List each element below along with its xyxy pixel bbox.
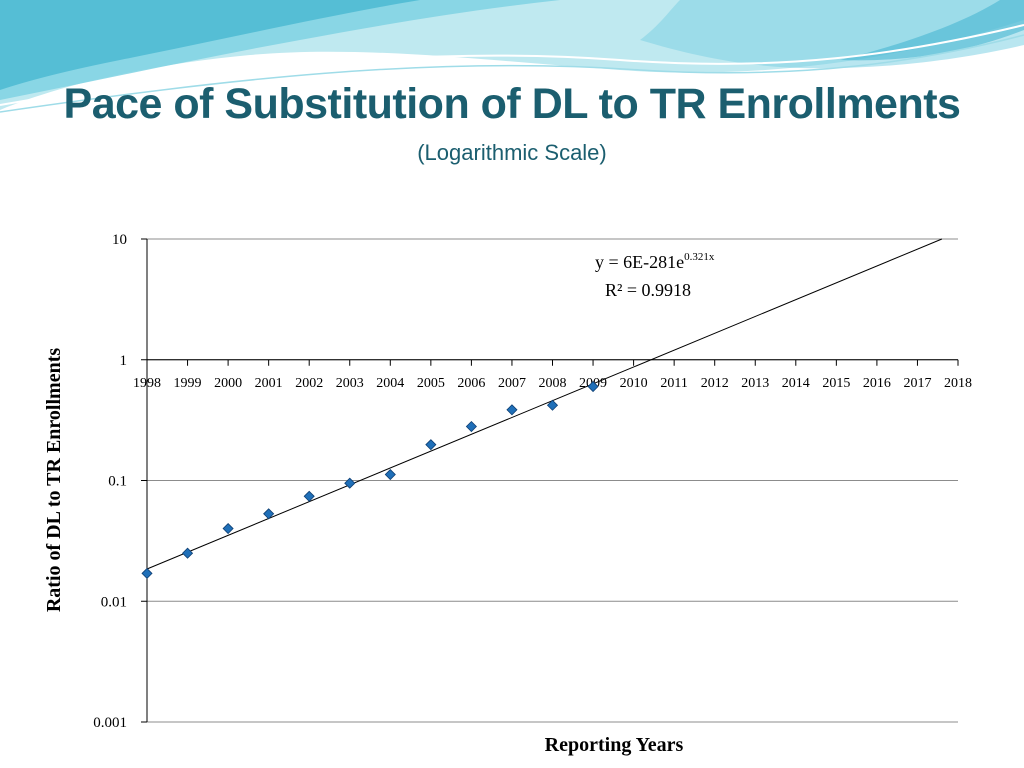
y-tick-label: 0.01 [101,594,127,610]
x-tick-label: 2015 [822,376,850,391]
x-tick-label: 2017 [903,376,931,391]
x-tick-label: 2003 [336,376,364,391]
trendline [146,238,943,570]
data-point [425,439,437,451]
data-point [546,399,559,411]
data-point [384,468,396,481]
x-tick-label: 2013 [741,376,769,391]
data-point [181,547,194,559]
x-tick-label: 2006 [457,376,485,391]
gridlines [141,238,958,723]
x-tick-label: 2000 [214,376,242,391]
x-tick-label: 2002 [295,376,323,391]
x-tick-label: 2014 [782,376,810,391]
x-tick-label: 1998 [133,376,161,391]
x-tick-label: 2016 [863,376,891,391]
x-tick-label: 2001 [255,376,283,391]
decorative-wave-banner [0,0,1024,113]
y-tick-label: 0.001 [93,715,127,731]
y-tick-label: 0.1 [108,474,127,490]
y-axis-labels: 10 1 0.1 0.01 0.001 [93,232,127,731]
x-tick-label: 2004 [376,376,404,391]
x-tick-label: 1999 [174,376,202,391]
x-axis-labels: 1998 1999 2000 2001 2002 2003 2004 2005 2006 2007… [133,376,972,391]
data-point [141,567,153,579]
data-point [344,477,356,489]
y-tick-label: 10 [112,232,127,248]
x-tick-label: 2008 [539,376,567,391]
slide-title: Pace of Substitution of DL to TR Enrollm… [63,80,961,128]
x-tick-label: 2005 [417,376,445,391]
x-tick-label: 2010 [620,376,648,391]
x-tick-label: 2012 [701,376,729,391]
y-tick-label: 1 [120,353,128,369]
x-tick-label: 2018 [944,376,972,391]
data-points [141,380,599,579]
chart-axes [146,239,959,722]
data-point [587,380,599,393]
x-axis-title: Reporting Years [545,734,684,756]
data-point [465,420,477,433]
data-point [222,522,234,535]
x-tick-label: 2011 [660,376,687,391]
data-point [506,404,518,416]
r-squared-label: R² = 0.9918 [605,280,691,300]
data-point [303,490,315,502]
slide-subtitle: (Logarithmic Scale) [417,140,607,165]
y-axis-title: Ratio of DL to TR Enrollments [43,348,65,612]
data-point [263,508,275,520]
x-tick-label: 2007 [498,376,526,391]
trendline-equation: y = 6E-281e0.321x [595,251,715,272]
